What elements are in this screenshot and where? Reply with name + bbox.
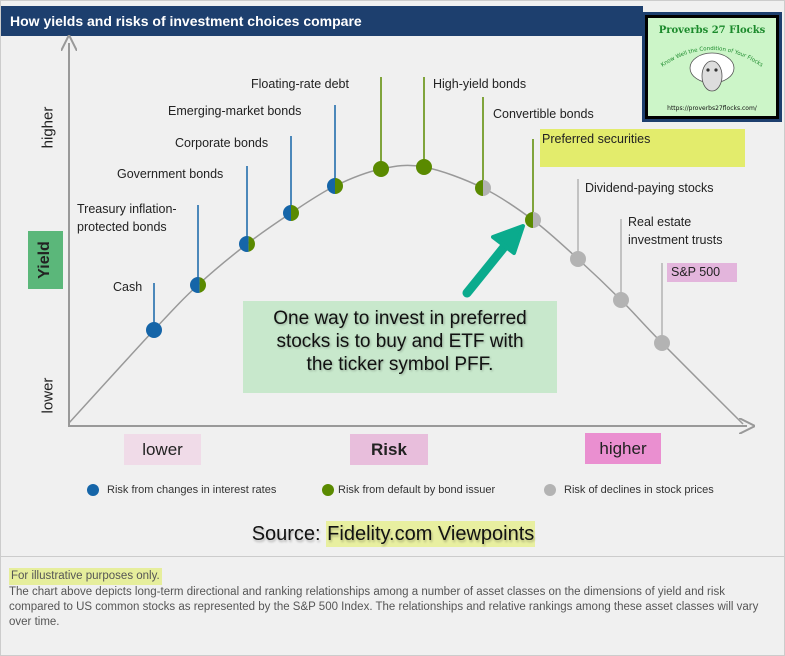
dot-segment-stock [613, 292, 629, 308]
label-corporate-bonds: Corporate bonds [175, 136, 269, 150]
dot-segment-stock [570, 251, 586, 267]
dot-segment-default [525, 212, 533, 228]
dot-segment-stock [654, 335, 670, 351]
dot-segment-stock [483, 180, 491, 196]
label-convertible-bonds: Convertible bonds [493, 107, 594, 121]
sheep-logo-icon: Proverbs 27 Flocks Know Well the Conditi… [659, 25, 766, 112]
dot-segment-default [416, 159, 432, 175]
dot-segment-interest_rate [327, 178, 335, 194]
dot-dividend-paying-stocks [570, 251, 586, 267]
legend-dot-blue-icon [87, 484, 99, 496]
dot-high-yield-bonds [416, 159, 432, 175]
dot-real-estate-investment-trusts [613, 292, 629, 308]
dot-cash [146, 322, 162, 338]
dot-emerging-market-bonds [327, 178, 343, 194]
dot-segment-interest_rate [146, 322, 162, 338]
dot-convertible-bonds [475, 180, 491, 196]
label-reits: Real estate investment trusts [628, 213, 722, 249]
source-name: Fidelity.com Viewpoints [326, 521, 536, 547]
callout-line: One way to invest in preferred [273, 308, 527, 329]
callout-arrow [462, 224, 525, 298]
label-tips: Treasury inflation-protected bonds [77, 200, 177, 236]
label-dividend-paying-stocks: Dividend-paying stocks [585, 181, 714, 195]
label-reits-line2: investment trusts [628, 233, 723, 247]
legend-label: Risk from changes in interest rates [107, 484, 277, 496]
footer-note: For illustrative purposes only. [9, 568, 162, 585]
label-government-bonds: Government bonds [117, 167, 224, 181]
label-sp500: S&P 500 [667, 263, 737, 282]
dot-segment-default [335, 178, 343, 194]
dot-s-p-500 [654, 335, 670, 351]
logo: Proverbs 27 Flocks Know Well the Conditi… [642, 12, 782, 122]
dot-floating-rate-debt [373, 161, 389, 177]
label-tips-line1: Treasury inflation- [77, 202, 177, 216]
dot-segment-default [373, 161, 389, 177]
dot-treasury-inflation-protected-bonds [190, 277, 206, 293]
legend-label: Risk of declines in stock prices [564, 484, 714, 496]
legend-dot-gray-icon [544, 484, 556, 496]
y-axis-label-box: Yield [28, 231, 63, 289]
y-axis-lower: lower [39, 377, 57, 414]
dot-preferred-securities [525, 212, 541, 228]
label-reits-line1: Real estate [628, 215, 692, 229]
label-floating-rate-debt: Floating-rate debt [251, 77, 349, 91]
dot-segment-default [475, 180, 483, 196]
label-emerging-market-bonds: Emerging-market bonds [168, 104, 302, 118]
legend-label: Risk from default by bond issuer [338, 484, 496, 496]
legend-item-interest-rates: Risk from changes in interest rates [87, 484, 276, 496]
chart-area [1, 1, 785, 441]
label-preferred-securities: Preferred securities [540, 129, 745, 167]
x-axis-higher: higher [585, 433, 661, 464]
dot-segment-interest_rate [190, 277, 200, 293]
x-axis-label: Risk [350, 434, 428, 465]
label-tips-line2: protected bonds [77, 220, 167, 234]
dot-segment-stock [533, 212, 541, 228]
dot-segment-default [199, 277, 206, 293]
logo-url: https://proverbs27flocks.com/ [667, 105, 758, 112]
dot-segment-default [248, 236, 255, 252]
source-prefix: Source: [251, 523, 327, 545]
legend-item-stock: Risk of declines in stock prices [544, 484, 714, 496]
logo-title: Proverbs 27 Flocks [659, 25, 766, 36]
x-axis-lower: lower [124, 434, 201, 465]
y-axis-higher: higher [39, 106, 57, 149]
callout-line: stocks is to buy and ETF with [276, 331, 524, 352]
source-line: Source: Fidelity.com Viewpoints [1, 521, 784, 547]
callout-line: the ticker symbol PFF. [306, 354, 494, 375]
y-axis-label: Yield [36, 241, 53, 279]
legend-dot-green-icon [322, 484, 334, 496]
label-preferred-securities-text: Preferred securities [542, 132, 651, 146]
footer-body: The chart above depicts long-term direct… [9, 586, 759, 628]
dot-segment-interest_rate [239, 236, 249, 252]
dot-government-bonds [239, 236, 255, 252]
header-title: How yields and risks of investment choic… [1, 6, 643, 36]
dot-segment-default [291, 205, 299, 221]
dot-corporate-bonds [283, 205, 299, 221]
footer: For illustrative purposes only. The char… [1, 556, 784, 655]
callout-box: One way to invest in preferred stocks is… [243, 301, 557, 393]
dot-segment-interest_rate [283, 205, 291, 221]
label-cash: Cash [113, 280, 143, 294]
legend-item-default: Risk from default by bond issuer [322, 484, 495, 496]
label-high-yield-bonds: High-yield bonds [433, 77, 527, 91]
